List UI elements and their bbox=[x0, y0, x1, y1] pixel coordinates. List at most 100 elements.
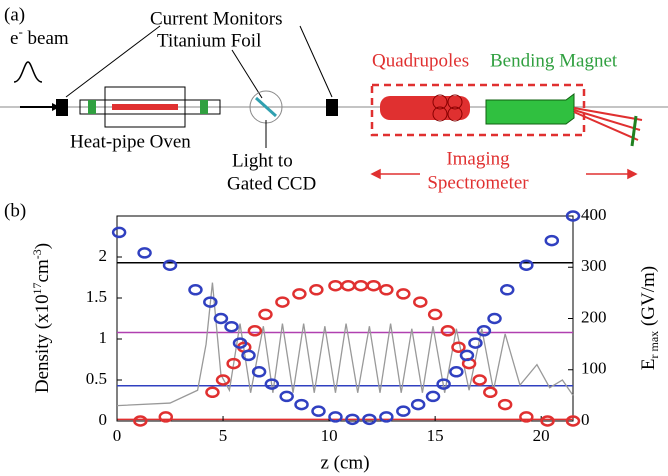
y2-tick-label: 200 bbox=[581, 307, 607, 326]
x-tick-label: 10 bbox=[321, 426, 338, 445]
quadrupole-ring bbox=[432, 94, 448, 110]
data-point bbox=[519, 411, 534, 423]
data-point bbox=[251, 366, 267, 378]
data-point bbox=[137, 247, 152, 259]
data-point bbox=[340, 279, 356, 292]
data-point bbox=[215, 374, 231, 386]
quadrupole bbox=[380, 96, 470, 120]
quadrupole-ring bbox=[447, 94, 463, 110]
flange bbox=[88, 100, 96, 114]
flange bbox=[200, 100, 208, 114]
data-point bbox=[410, 398, 426, 411]
data-point bbox=[379, 284, 394, 296]
data-point bbox=[311, 405, 326, 417]
oven-box bbox=[104, 86, 186, 128]
data-point bbox=[279, 390, 294, 403]
current-monitor bbox=[326, 99, 338, 116]
data-point bbox=[427, 308, 443, 321]
data-point bbox=[345, 413, 360, 426]
data-point bbox=[162, 259, 178, 271]
data-point bbox=[328, 411, 343, 423]
data-point bbox=[449, 366, 464, 378]
foil bbox=[254, 96, 278, 118]
data-point bbox=[396, 405, 411, 417]
current-monitor bbox=[56, 99, 68, 116]
quadrupoles-label: Quadrupoles bbox=[372, 50, 469, 71]
data-point bbox=[247, 325, 263, 337]
bending-magnet-label: Bending Magnet bbox=[490, 50, 618, 71]
data-point bbox=[483, 386, 498, 399]
y2-axis-label: Er max (GV/m) bbox=[638, 266, 660, 370]
screen bbox=[630, 115, 638, 147]
pulse-icon bbox=[13, 61, 43, 83]
oven-label: Heat-pipe Oven bbox=[70, 131, 191, 152]
data-point bbox=[366, 279, 381, 292]
y-tick-label: 1.5 bbox=[86, 287, 107, 306]
pointer bbox=[65, 25, 161, 98]
data-point bbox=[232, 337, 248, 349]
pointer bbox=[299, 25, 333, 98]
panel-label: (a) bbox=[4, 4, 25, 25]
data-point bbox=[451, 341, 466, 353]
data-point bbox=[396, 288, 411, 300]
quadrupole-ring bbox=[447, 106, 463, 122]
data-point bbox=[353, 279, 369, 292]
data-point bbox=[472, 374, 487, 386]
y-axis-label: Density (x1017cm-3) bbox=[30, 243, 54, 393]
spectrometer-box bbox=[370, 83, 586, 137]
y2-tick-label: 100 bbox=[581, 359, 607, 378]
data-point bbox=[413, 296, 428, 308]
quadrupole-ring bbox=[432, 106, 448, 122]
data-point bbox=[497, 398, 513, 411]
data-point bbox=[188, 284, 203, 296]
data-point bbox=[468, 337, 483, 349]
data-point bbox=[133, 415, 148, 427]
data-point bbox=[213, 312, 229, 325]
imaging-label: Imaging bbox=[446, 148, 510, 169]
bent-beams bbox=[573, 107, 643, 141]
data-point bbox=[241, 349, 256, 362]
extent-arrows bbox=[370, 168, 638, 180]
data-point bbox=[328, 279, 343, 292]
y-tick-label: 2 bbox=[99, 246, 108, 265]
data-point bbox=[540, 415, 555, 427]
x-axis-label: z (cm) bbox=[320, 452, 369, 473]
y-tick-label: 0.5 bbox=[86, 369, 107, 388]
current-monitors-label: Current Monitors bbox=[150, 8, 282, 29]
data-point bbox=[436, 378, 451, 390]
data-point bbox=[425, 390, 441, 403]
field-line bbox=[116, 282, 574, 407]
titanium-foil-label: Titanium Foil bbox=[157, 30, 261, 51]
data-point bbox=[294, 398, 309, 411]
data-point bbox=[544, 234, 560, 247]
x-tick-label: 15 bbox=[427, 426, 444, 445]
beam-label: e- beam bbox=[10, 24, 69, 49]
data-point bbox=[205, 386, 220, 399]
y2-tick-label: 400 bbox=[581, 205, 607, 224]
data-point bbox=[459, 349, 475, 362]
data-point bbox=[565, 415, 581, 427]
y-tick-label: 1 bbox=[99, 328, 108, 347]
ccd-label: Gated CCD bbox=[227, 173, 316, 194]
x-tick-label: 0 bbox=[113, 426, 122, 445]
bending-magnet bbox=[485, 93, 575, 125]
data-point bbox=[487, 312, 502, 325]
panel-label: (b) bbox=[4, 200, 26, 221]
y2-tick-label: 0 bbox=[581, 410, 590, 429]
data-point bbox=[292, 288, 307, 300]
data-point bbox=[362, 413, 377, 426]
oven-tube bbox=[79, 99, 221, 115]
data-point bbox=[203, 296, 218, 308]
data-point bbox=[111, 226, 127, 239]
data-point bbox=[519, 259, 534, 271]
data-point bbox=[440, 325, 456, 337]
y2-tick-label: 300 bbox=[581, 256, 607, 275]
pointer bbox=[231, 49, 263, 99]
data-point bbox=[476, 325, 492, 337]
y-tick-label: 0 bbox=[99, 410, 108, 429]
data-point bbox=[258, 308, 273, 321]
data-point bbox=[226, 357, 241, 370]
data-point bbox=[224, 320, 239, 333]
